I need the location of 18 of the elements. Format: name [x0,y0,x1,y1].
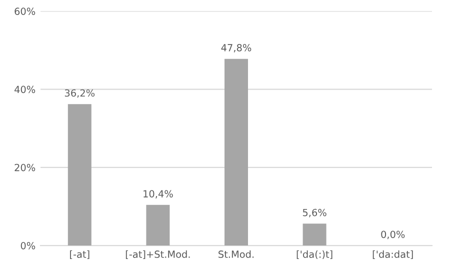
x-tick-label: ['da(:)t] [296,250,332,260]
bar [68,104,92,246]
data-label: 10,4% [144,190,173,198]
y-tick-label: 40% [14,86,36,94]
bar [146,204,170,246]
x-tick-label: ['da:dat] [372,250,413,260]
y-tick-label: 60% [14,8,36,15]
data-label: 5,6% [302,208,326,218]
data-label: 0,0% [381,230,405,240]
bar [224,58,248,246]
x-tick-label: [-at] [70,250,90,260]
x-tick-label: St.Mod. [218,250,254,258]
y-tick-label: 0% [20,242,36,250]
data-label: 36,2% [64,89,95,98]
bar [302,224,326,246]
x-tick-label: [-at]+St.Mod. [126,250,190,260]
y-tick-label: 20% [14,164,36,172]
data-label: 47,8% [221,44,252,52]
